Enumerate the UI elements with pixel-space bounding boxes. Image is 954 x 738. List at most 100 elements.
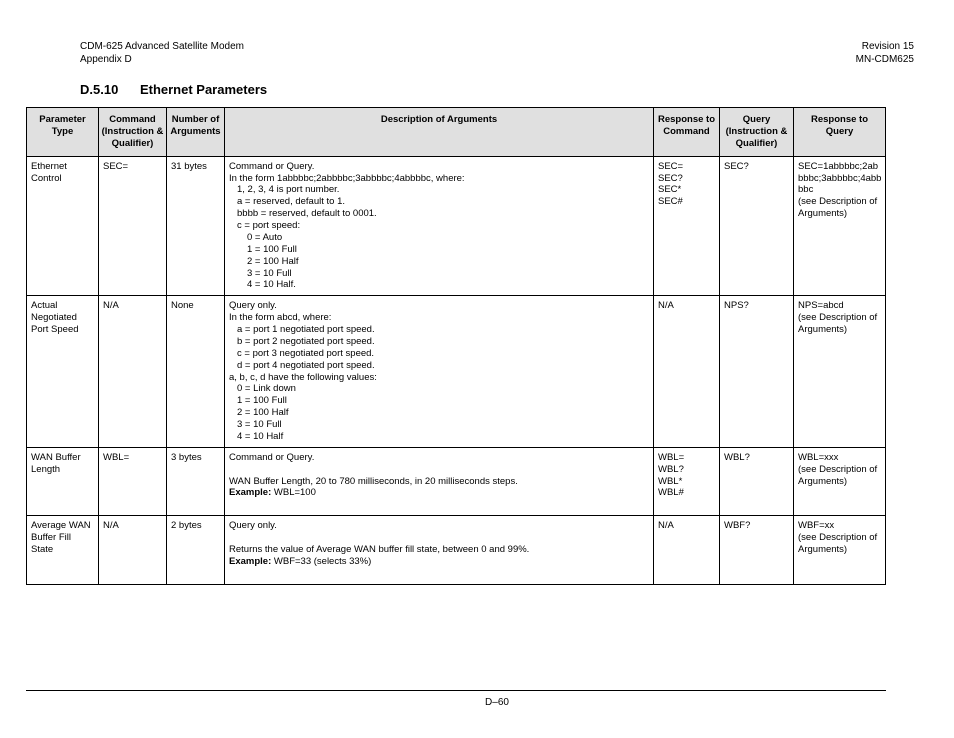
desc-line: 1 = 100 Full	[229, 395, 649, 407]
desc-line: a = port 1 negotiated port speed.	[229, 324, 649, 336]
desc-line: 1 = 100 Full	[229, 244, 649, 256]
rquery-line: bbc	[798, 184, 813, 195]
rquery-line: bbbc;3abbbbc;4abb	[798, 173, 881, 184]
table-row: Ethernet Control SEC= 31 bytes Command o…	[27, 156, 886, 296]
rquery-line: (see Description of Arguments)	[798, 196, 877, 219]
doc-number: MN-CDM625	[856, 53, 914, 66]
table-row: Average WAN Buffer Fill State N/A 2 byte…	[27, 516, 886, 584]
example-label: Example:	[229, 556, 271, 567]
col-cmd: Command (Instruction & Qualifier)	[99, 108, 167, 157]
rquery-line: WBF=xx	[798, 520, 834, 531]
cell-param: Ethernet Control	[27, 156, 99, 296]
rcmd-line: WBL?	[658, 464, 684, 475]
rcmd-line: SEC*	[658, 184, 681, 195]
footer-rule	[26, 690, 886, 691]
desc-line: 3 = 10 Full	[229, 268, 649, 280]
table-row: WAN Buffer Length WBL= 3 bytes Command o…	[27, 447, 886, 515]
section-title: D.5.10 Ethernet Parameters	[80, 82, 914, 97]
doc-appendix: Appendix D	[80, 53, 244, 66]
cell-query: WBF?	[720, 516, 794, 584]
header-right: Revision 15 MN-CDM625	[856, 40, 914, 66]
desc-line: 3 = 10 Full	[229, 419, 649, 431]
rcmd-line: SEC?	[658, 173, 683, 184]
desc-line: a = reserved, default to 1.	[229, 196, 649, 208]
desc-line: b = port 2 negotiated port speed.	[229, 336, 649, 348]
cell-cmd: N/A	[99, 296, 167, 448]
desc-line: WAN Buffer Length, 20 to 780 millisecond…	[229, 476, 518, 487]
col-query: Query (Instruction & Qualifier)	[720, 108, 794, 157]
rcmd-line: N/A	[658, 520, 674, 531]
cell-rquery: NPS=abcd (see Description of Arguments)	[794, 296, 886, 448]
table-body: Ethernet Control SEC= 31 bytes Command o…	[27, 156, 886, 584]
desc-line: 1, 2, 3, 4 is port number.	[229, 184, 649, 196]
rcmd-line: WBL*	[658, 476, 682, 487]
cell-query: WBL?	[720, 447, 794, 515]
desc-line: Query only.	[229, 300, 277, 311]
rcmd-line: SEC=	[658, 161, 683, 172]
example-text: WBL=100	[271, 487, 316, 498]
rquery-line: (see Description of Arguments)	[798, 312, 877, 335]
cell-cmd: SEC=	[99, 156, 167, 296]
cell-narg: 31 bytes	[167, 156, 225, 296]
cell-narg: None	[167, 296, 225, 448]
desc-line: Query only.	[229, 520, 277, 531]
cell-cmd: N/A	[99, 516, 167, 584]
col-rquery: Response to Query	[794, 108, 886, 157]
rquery-line: SEC=1abbbbc;2ab	[798, 161, 878, 172]
cell-rcmd: N/A	[654, 296, 720, 448]
cell-desc: Command or Query. WAN Buffer Length, 20 …	[225, 447, 654, 515]
rquery-line: (see Description of Arguments)	[798, 532, 877, 555]
table-row: Actual Negotiated Port Speed N/A None Qu…	[27, 296, 886, 448]
col-param: Parameter Type	[27, 108, 99, 157]
example-label: Example:	[229, 487, 271, 498]
desc-line: Command or Query.	[229, 161, 314, 172]
cell-rcmd: WBL= WBL? WBL* WBL#	[654, 447, 720, 515]
cell-rcmd: N/A	[654, 516, 720, 584]
page-footer: D–60	[80, 690, 914, 708]
desc-line: 4 = 10 Half	[229, 431, 649, 443]
cell-rcmd: SEC= SEC? SEC* SEC#	[654, 156, 720, 296]
cell-param: Average WAN Buffer Fill State	[27, 516, 99, 584]
table-head: Parameter Type Command (Instruction & Qu…	[27, 108, 886, 157]
rcmd-line: WBL=	[658, 452, 684, 463]
cell-rquery: WBL=xxx (see Description of Arguments)	[794, 447, 886, 515]
desc-line: c = port speed:	[229, 220, 649, 232]
cell-param: Actual Negotiated Port Speed	[27, 296, 99, 448]
rcmd-line: N/A	[658, 300, 674, 311]
cell-desc: Query only. In the form abcd, where: a =…	[225, 296, 654, 448]
doc-revision: Revision 15	[856, 40, 914, 53]
cell-rquery: WBF=xx (see Description of Arguments)	[794, 516, 886, 584]
desc-line: In the form abcd, where:	[229, 312, 331, 323]
cell-desc: Query only. Returns the value of Average…	[225, 516, 654, 584]
desc-line: Returns the value of Average WAN buffer …	[229, 544, 529, 555]
page-header: CDM-625 Advanced Satellite Modem Appendi…	[80, 40, 914, 66]
table-header-row: Parameter Type Command (Instruction & Qu…	[27, 108, 886, 157]
desc-line: 0 = Auto	[229, 232, 649, 244]
col-rcmd: Response to Command	[654, 108, 720, 157]
rquery-line: WBL=xxx	[798, 452, 838, 463]
cell-param: WAN Buffer Length	[27, 447, 99, 515]
page: CDM-625 Advanced Satellite Modem Appendi…	[0, 0, 954, 738]
cell-narg: 2 bytes	[167, 516, 225, 584]
desc-line: bbbb = reserved, default to 0001.	[229, 208, 649, 220]
rquery-line: (see Description of Arguments)	[798, 464, 877, 487]
rcmd-line: SEC#	[658, 196, 683, 207]
cell-query: NPS?	[720, 296, 794, 448]
desc-line: a, b, c, d have the following values:	[229, 372, 377, 383]
cell-cmd: WBL=	[99, 447, 167, 515]
header-left: CDM-625 Advanced Satellite Modem Appendi…	[80, 40, 244, 66]
desc-line: In the form 1abbbbc;2abbbbc;3abbbbc;4abb…	[229, 173, 465, 184]
example-text: WBF=33 (selects 33%)	[271, 556, 371, 567]
section-number: D.5.10	[80, 82, 118, 97]
cell-rquery: SEC=1abbbbc;2ab bbbc;3abbbbc;4abb bbc (s…	[794, 156, 886, 296]
rcmd-line: WBL#	[658, 487, 684, 498]
rquery-line: NPS=abcd	[798, 300, 844, 311]
col-desc: Description of Arguments	[225, 108, 654, 157]
cell-desc: Command or Query. In the form 1abbbbc;2a…	[225, 156, 654, 296]
desc-line: 0 = Link down	[229, 383, 649, 395]
desc-line: d = port 4 negotiated port speed.	[229, 360, 649, 372]
desc-line: Command or Query.	[229, 452, 314, 463]
desc-line: 2 = 100 Half	[229, 407, 649, 419]
parameters-table: Parameter Type Command (Instruction & Qu…	[26, 107, 886, 585]
cell-narg: 3 bytes	[167, 447, 225, 515]
